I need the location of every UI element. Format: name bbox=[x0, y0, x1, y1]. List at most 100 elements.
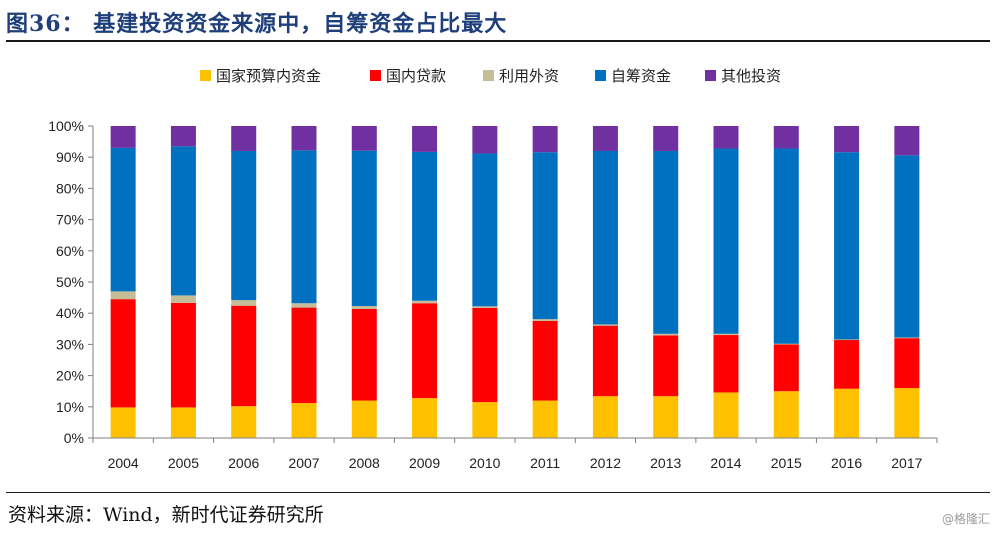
bar-segment bbox=[773, 126, 799, 149]
legend-swatch bbox=[595, 70, 606, 81]
bar-segment bbox=[351, 400, 377, 438]
bar-segment bbox=[532, 152, 558, 320]
x-tick-label: 2009 bbox=[409, 455, 440, 471]
bar-segment bbox=[110, 291, 136, 300]
bar-segment bbox=[713, 333, 739, 336]
bar-stack-2013 bbox=[653, 126, 679, 438]
y-tick-label: 10% bbox=[56, 399, 84, 415]
bar-segment bbox=[412, 151, 438, 301]
title-divider bbox=[6, 40, 990, 42]
bar-segment bbox=[412, 300, 438, 304]
bar-segment bbox=[110, 126, 136, 148]
bar-segment bbox=[894, 388, 920, 438]
x-tick-label: 2011 bbox=[530, 455, 560, 471]
legend-item: 自筹资金 bbox=[595, 67, 671, 85]
x-tick-label: 2005 bbox=[168, 455, 199, 471]
bar-segment bbox=[291, 307, 317, 404]
figure-title: 图36： 基建投资资金来源中，自筹资金占比最大 bbox=[6, 11, 508, 37]
y-tick-label: 30% bbox=[56, 336, 84, 352]
x-axis: 2004 2005 2006 2007 2008 2009 2010 2011 2012 2013… bbox=[92, 437, 938, 471]
legend: 国家预算内资金 国内贷款 利用外资 自筹资金 其他投资 bbox=[200, 67, 781, 85]
legend-label: 自筹资金 bbox=[611, 67, 671, 85]
bar-segment bbox=[713, 335, 739, 393]
stacked-bar-chart: 国家预算内资金 国内贷款 利用外资 自筹资金 其他投资 0% 10% 20% 30% 40% 50… bbox=[48, 67, 938, 471]
x-tick-label: 2013 bbox=[650, 455, 681, 471]
bar-segment bbox=[170, 146, 196, 296]
bar-segment bbox=[291, 303, 317, 308]
legend-label: 国内贷款 bbox=[386, 67, 446, 85]
bar-segment bbox=[472, 307, 498, 403]
legend-label: 其他投资 bbox=[721, 67, 781, 85]
bar-stack-2010 bbox=[472, 126, 498, 438]
bar-segment bbox=[412, 398, 438, 438]
bar-segment bbox=[231, 406, 257, 438]
x-tick-label: 2010 bbox=[469, 455, 500, 471]
bar-segment bbox=[351, 126, 377, 151]
bar-segment bbox=[773, 391, 799, 438]
y-tick-label: 0% bbox=[64, 430, 84, 446]
bar-segment bbox=[592, 150, 618, 325]
legend-label: 利用外资 bbox=[499, 67, 559, 85]
legend-swatch bbox=[200, 70, 211, 81]
x-tick-label: 2012 bbox=[590, 455, 621, 471]
bar-stack-2012 bbox=[592, 126, 618, 438]
bar-segment bbox=[653, 335, 679, 397]
x-tick-label: 2015 bbox=[771, 455, 802, 471]
bar-stack-2008 bbox=[351, 126, 377, 438]
bar-segment bbox=[291, 150, 317, 304]
bar-segment bbox=[351, 308, 377, 401]
y-tick-label: 60% bbox=[56, 243, 84, 259]
bar-stack-2007 bbox=[291, 126, 317, 438]
bar-segment bbox=[110, 407, 136, 438]
bar-segment bbox=[231, 300, 257, 306]
y-tick-label: 90% bbox=[56, 149, 84, 165]
y-tick-label: 50% bbox=[56, 274, 84, 290]
bar-segment bbox=[834, 152, 860, 340]
source-note: 资料来源：Wind，新时代证券研究所 bbox=[8, 504, 324, 526]
y-tick-label: 20% bbox=[56, 368, 84, 384]
x-tick-label: 2016 bbox=[831, 455, 862, 471]
bar-segment bbox=[653, 333, 679, 336]
watermark: @格隆汇 bbox=[941, 512, 990, 526]
bar-segment bbox=[351, 150, 377, 307]
bar-segment bbox=[532, 319, 558, 321]
legend-swatch bbox=[705, 70, 716, 81]
y-axis: 0% 10% 20% 30% 40% 50% 60% 70% 80% 90% 100% bbox=[48, 118, 94, 446]
bar-stack-2014 bbox=[713, 126, 739, 438]
bar-segment bbox=[653, 126, 679, 151]
bar-stack-2015 bbox=[773, 126, 799, 438]
bar-segment bbox=[773, 344, 799, 392]
bar-segment bbox=[532, 321, 558, 401]
bar-segment bbox=[834, 126, 860, 153]
bar-segment bbox=[592, 126, 618, 151]
x-tick-label: 2008 bbox=[349, 455, 380, 471]
bar-segment bbox=[834, 339, 860, 341]
bar-segment bbox=[653, 396, 679, 438]
bar-segment bbox=[653, 150, 679, 334]
legend-item: 国家预算内资金 bbox=[200, 67, 321, 85]
bar-stack-2017 bbox=[894, 126, 920, 438]
bar-segment bbox=[170, 302, 196, 408]
bar-segment bbox=[592, 325, 618, 397]
bar-segment bbox=[412, 303, 438, 399]
y-tick-label: 70% bbox=[56, 212, 84, 228]
bar-stack-2016 bbox=[834, 126, 860, 438]
bar-stack-2006 bbox=[231, 126, 257, 438]
bar-segment bbox=[231, 126, 257, 151]
legend-item: 其他投资 bbox=[705, 67, 781, 85]
bar-stack-2005 bbox=[170, 126, 196, 438]
bar-segment bbox=[110, 299, 136, 408]
bar-segment bbox=[110, 147, 136, 292]
bar-segment bbox=[412, 126, 438, 152]
bar-segment bbox=[592, 324, 618, 326]
bar-segment bbox=[713, 148, 739, 334]
bar-segment bbox=[231, 150, 257, 301]
bar-segment bbox=[713, 126, 739, 149]
bar-stack-2004 bbox=[110, 126, 136, 438]
bar-segment bbox=[834, 388, 860, 438]
bar-segment bbox=[773, 343, 799, 345]
x-tick-label: 2006 bbox=[228, 455, 259, 471]
bar-segment bbox=[170, 126, 196, 147]
bar-segment bbox=[170, 407, 196, 438]
bar-segment bbox=[472, 306, 498, 308]
